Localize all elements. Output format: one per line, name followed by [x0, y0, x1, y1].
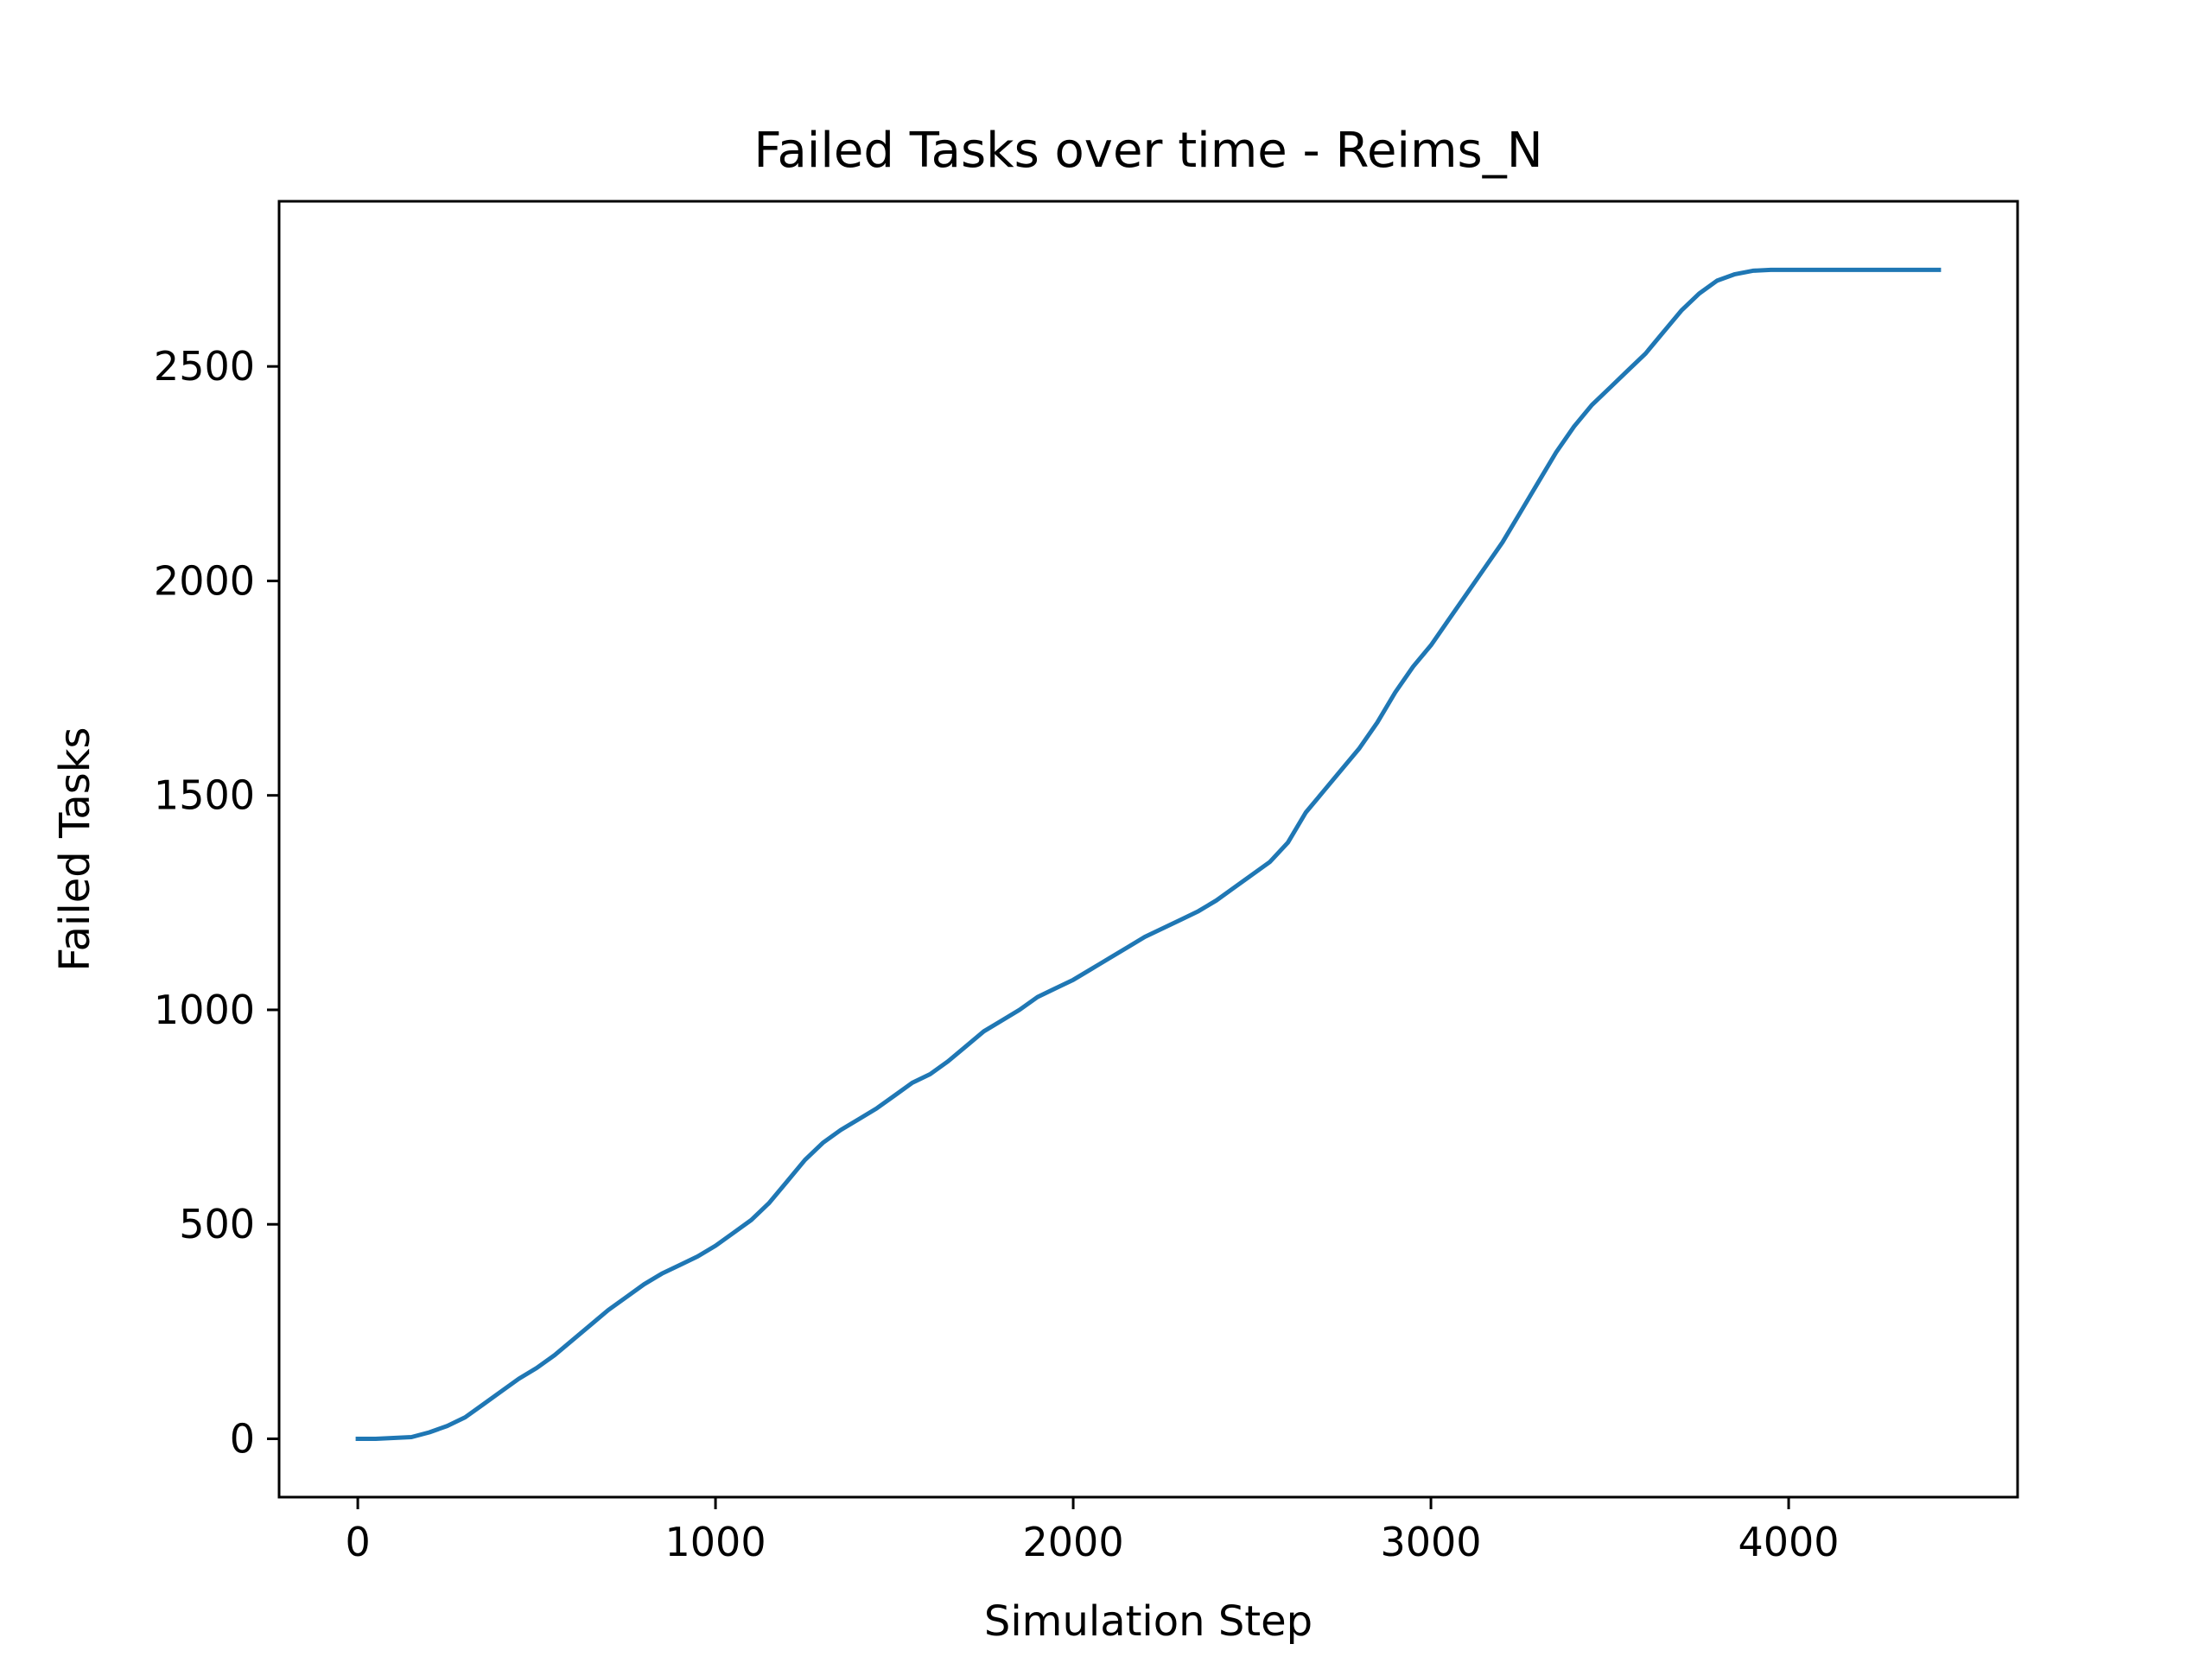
x-axis: 0 1000 2000 3000 4000: [345, 1497, 1840, 1565]
x-tick-label: 2000: [1023, 1519, 1124, 1565]
series-line-1: [355, 267, 1942, 1441]
y-axis-label: Failed Tasks: [51, 727, 99, 971]
x-tick-label: 0: [345, 1519, 370, 1565]
x-axis-label: Simulation Step: [984, 1597, 1313, 1646]
y-tick-label: 0: [230, 1415, 255, 1462]
y-tick-label: 2000: [154, 557, 255, 604]
y-axis: 0 500 1000 1500 2000 2500: [154, 343, 279, 1462]
y-tick-label: 500: [179, 1201, 255, 1247]
x-tick-label: 1000: [665, 1519, 766, 1565]
x-tick-label: 3000: [1381, 1519, 1482, 1565]
y-tick-label: 2500: [154, 343, 255, 390]
y-tick-label: 1500: [154, 772, 255, 819]
series-layer: [355, 267, 1942, 1441]
plot-area-frame: [277, 200, 2019, 1499]
chart-title: Failed Tasks over time - Reims_N: [753, 123, 1542, 179]
x-tick-label: 4000: [1738, 1519, 1840, 1565]
y-tick-label: 1000: [154, 987, 255, 1033]
